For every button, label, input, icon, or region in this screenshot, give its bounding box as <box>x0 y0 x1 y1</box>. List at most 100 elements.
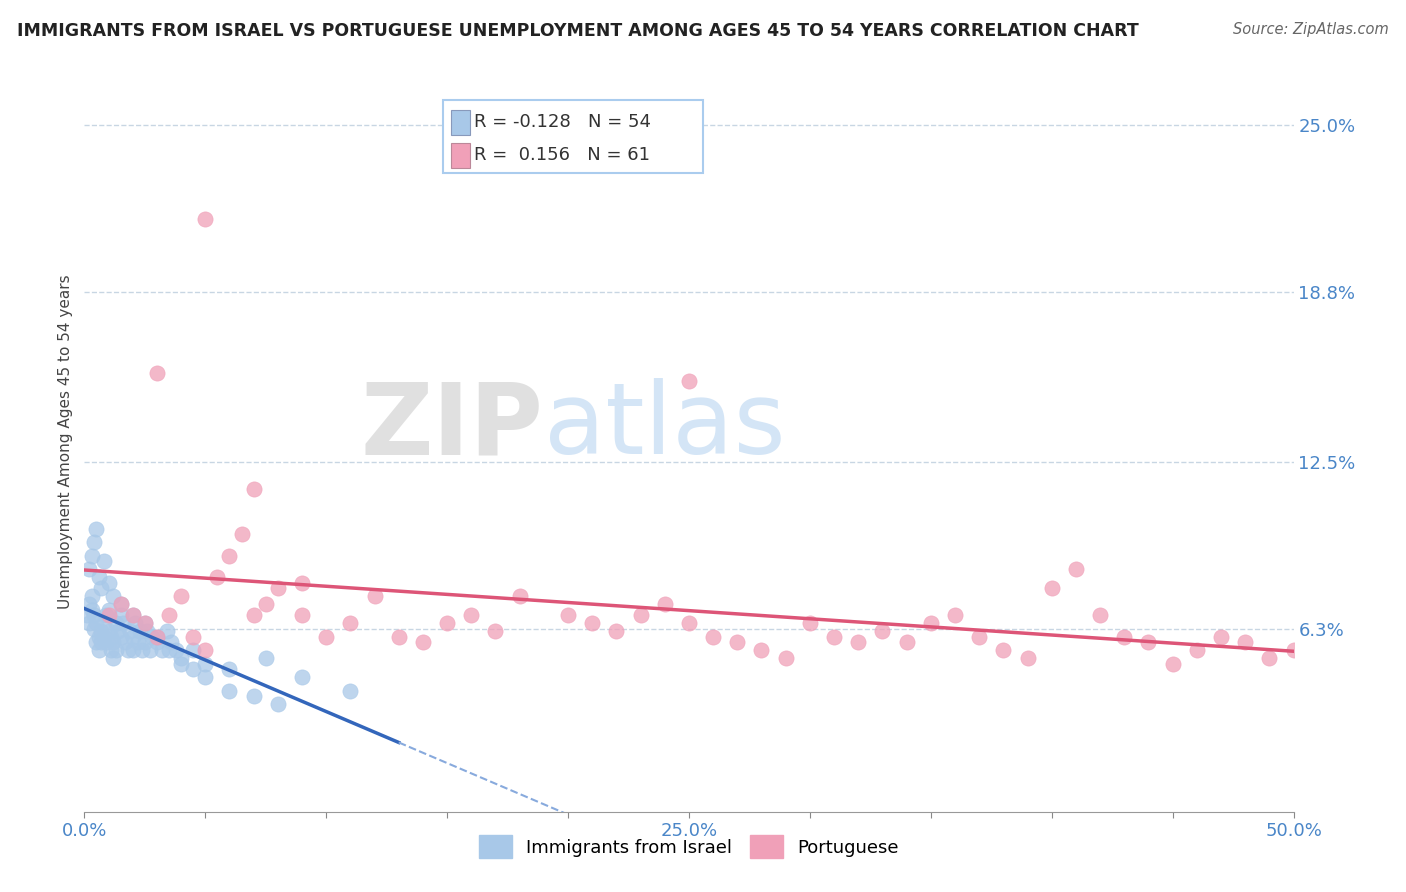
Point <box>93 616 115 631</box>
Point <box>80 549 103 563</box>
Point <box>181 630 204 644</box>
Point <box>1088 608 1111 623</box>
Point <box>1114 630 1136 644</box>
Point <box>181 643 204 657</box>
Point <box>363 590 385 604</box>
Point <box>83 622 105 636</box>
Point <box>129 624 152 639</box>
Point <box>121 608 143 623</box>
Point <box>146 635 169 649</box>
Point <box>484 624 506 639</box>
Point <box>110 598 132 612</box>
Point <box>120 624 142 639</box>
Text: Source: ZipAtlas.com: Source: ZipAtlas.com <box>1233 22 1389 37</box>
Point <box>267 697 290 711</box>
Point <box>799 616 821 631</box>
Point <box>678 616 700 631</box>
Point <box>141 630 163 644</box>
Point <box>751 643 773 657</box>
Point <box>100 643 122 657</box>
Point <box>678 374 700 388</box>
Point <box>157 643 180 657</box>
Point <box>1185 643 1208 657</box>
Point <box>823 630 845 644</box>
Text: IMMIGRANTS FROM ISRAEL VS PORTUGUESE UNEMPLOYMENT AMONG AGES 45 TO 54 YEARS CORR: IMMIGRANTS FROM ISRAEL VS PORTUGUESE UNE… <box>17 22 1139 40</box>
Point <box>943 608 966 623</box>
Point <box>104 643 127 657</box>
Y-axis label: Unemployment Among Ages 45 to 54 years: Unemployment Among Ages 45 to 54 years <box>58 274 73 609</box>
Point <box>110 608 132 623</box>
Point <box>134 635 156 649</box>
Point <box>581 616 603 631</box>
Point <box>1064 562 1087 576</box>
Point <box>93 554 115 568</box>
Point <box>218 549 240 563</box>
Point <box>291 575 314 590</box>
Point <box>157 608 180 623</box>
Point <box>605 624 627 639</box>
Point <box>1040 581 1063 595</box>
Point <box>654 598 676 612</box>
Point <box>630 608 652 623</box>
Point <box>725 635 748 649</box>
Point <box>254 651 277 665</box>
Point <box>160 635 183 649</box>
Point <box>557 608 579 623</box>
Point <box>291 670 314 684</box>
Point <box>100 630 122 644</box>
Point <box>83 535 105 549</box>
Point <box>412 635 434 649</box>
Point <box>90 635 112 649</box>
Point <box>1258 651 1281 665</box>
Legend: Immigrants from Israel, Portuguese: Immigrants from Israel, Portuguese <box>472 828 905 865</box>
Point <box>194 670 217 684</box>
Point <box>254 598 277 612</box>
Point <box>181 662 204 676</box>
Point <box>110 598 132 612</box>
Point <box>90 624 112 639</box>
Point <box>194 657 217 671</box>
Point <box>1209 630 1232 644</box>
Point <box>1137 635 1160 649</box>
Point <box>146 630 169 644</box>
Point <box>170 651 193 665</box>
Point <box>103 651 125 665</box>
Point <box>124 616 146 631</box>
Point <box>97 624 120 639</box>
Point <box>242 608 264 623</box>
Point <box>86 635 108 649</box>
Point <box>134 616 156 631</box>
Point <box>114 635 136 649</box>
Point <box>846 635 869 649</box>
Point <box>267 581 290 595</box>
Point <box>207 570 229 584</box>
Point <box>121 630 143 644</box>
Point <box>339 616 361 631</box>
Text: atlas: atlas <box>544 378 786 475</box>
Point <box>242 689 264 703</box>
Point <box>146 630 169 644</box>
Point <box>194 643 217 657</box>
Point <box>993 643 1015 657</box>
Point <box>104 616 127 631</box>
Point <box>76 608 98 623</box>
Point <box>436 616 458 631</box>
Point <box>242 482 264 496</box>
Point <box>93 630 115 644</box>
Point <box>97 575 120 590</box>
Text: R = -0.128   N = 54: R = -0.128 N = 54 <box>474 113 651 131</box>
Point <box>131 643 153 657</box>
Text: R =  0.156   N = 61: R = 0.156 N = 61 <box>474 146 650 164</box>
Point <box>134 616 156 631</box>
Point <box>291 608 314 623</box>
Point <box>146 366 169 380</box>
Point <box>127 635 149 649</box>
Point <box>1017 651 1039 665</box>
Point <box>339 683 361 698</box>
Point <box>112 616 135 631</box>
Point <box>103 635 125 649</box>
Point <box>218 662 240 676</box>
Point <box>121 608 143 623</box>
Point <box>1282 643 1305 657</box>
Point <box>110 630 132 644</box>
